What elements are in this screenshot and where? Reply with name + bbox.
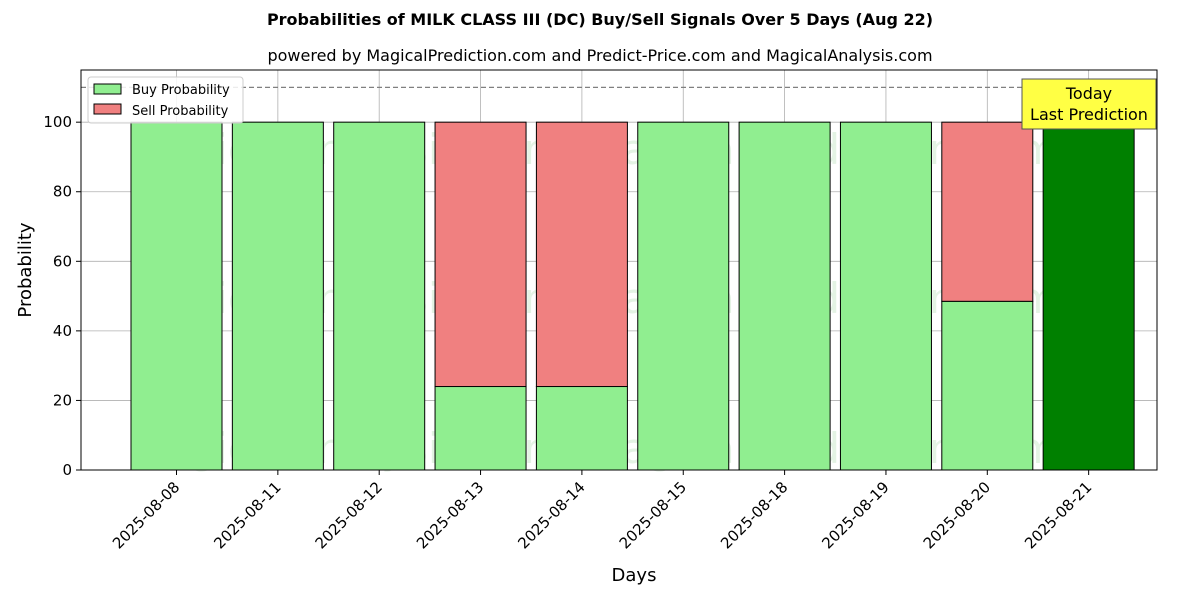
x-axis-label: Days — [612, 565, 657, 586]
buy-bar — [637, 121, 730, 471]
x-axis-ticks: 2025-08-08 2025-08-11 2025-08-12 2025-08-13… — [109, 470, 1095, 552]
buy-bar — [130, 121, 223, 471]
x-tick-label: 2025-08-19 — [818, 478, 892, 552]
y-axis-ticks: 0 20 40 60 80 100 — [43, 113, 81, 479]
y-axis-label: Probability — [15, 222, 36, 317]
annotation-line-2: Last Prediction — [1030, 105, 1148, 124]
plot-frame — [80, 69, 1158, 471]
y-tick-label: 40 — [53, 322, 72, 340]
sell-bar — [434, 121, 527, 388]
legend-box — [87, 76, 244, 124]
x-tick-label: 2025-08-14 — [514, 478, 588, 552]
buy-bar — [738, 121, 831, 471]
legend-label-buy: Buy Probability — [132, 83, 230, 98]
x-tick-label: 2025-08-21 — [1021, 478, 1095, 552]
chart-title: Probabilities of MILK CLASS III (DC) Buy… — [266, 10, 934, 29]
legend: Buy Probability Sell Probability — [87, 76, 244, 124]
x-tick-label: 2025-08-13 — [413, 478, 487, 552]
y-tick-label: 20 — [53, 391, 72, 409]
today-annotation: Today Last Prediction — [1021, 78, 1157, 130]
buy-bar — [333, 121, 426, 471]
annotation-line-1: Today — [1065, 84, 1112, 103]
x-tick-label: 2025-08-20 — [920, 478, 994, 552]
legend-label-sell: Sell Probability — [132, 104, 229, 119]
chart-subtitle: powered by MagicalPrediction.com and Pre… — [267, 46, 933, 65]
buy-bar — [535, 386, 628, 471]
y-tick-label: 100 — [43, 113, 72, 131]
x-tick-label: 2025-08-18 — [717, 478, 791, 552]
y-tick-label: 0 — [62, 461, 72, 479]
sell-bar — [941, 121, 1034, 302]
buy-bar — [434, 386, 527, 471]
x-tick-label: 2025-08-11 — [210, 478, 284, 552]
x-tick-label: 2025-08-15 — [616, 478, 690, 552]
x-tick-label: 2025-08-12 — [312, 478, 386, 552]
legend-swatch-buy — [93, 83, 122, 95]
buy-bar — [941, 300, 1034, 471]
y-tick-label: 60 — [53, 252, 72, 270]
y-tick-label: 80 — [53, 183, 72, 201]
bars — [130, 121, 1135, 471]
legend-swatch-sell — [93, 103, 122, 115]
buy-bar — [1042, 121, 1135, 471]
buy-bar — [839, 121, 932, 471]
buy-bar — [231, 121, 324, 471]
x-tick-label: 2025-08-08 — [109, 478, 183, 552]
sell-bar — [535, 121, 628, 388]
annotation-box — [1021, 78, 1157, 130]
